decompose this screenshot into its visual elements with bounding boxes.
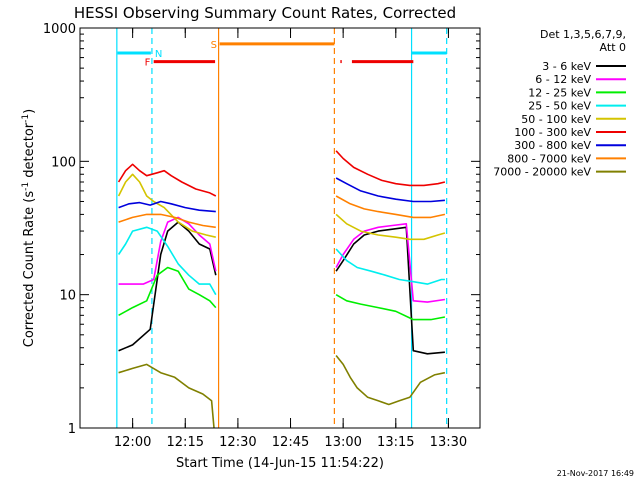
x-tick-label: 12:45 (272, 435, 309, 450)
series-line-6-12-kev (118, 216, 217, 285)
series-line-800-7000-kev (335, 195, 446, 219)
series-line-300-800-kev (118, 200, 216, 213)
flag-label-n: N (155, 49, 162, 60)
series-line-50-100-kev (335, 213, 446, 241)
legend-label-6-12-kev: 6 - 12 keV (535, 73, 591, 86)
series-line-7000-20000-kev (335, 355, 446, 406)
series-line-100-300-kev (117, 163, 217, 197)
y-tick-label: 1000 (43, 22, 76, 37)
legend-label-100-300-kev: 100 - 300 keV (514, 126, 591, 139)
legend-label-25-50-kev: 25 - 50 keV (528, 100, 591, 113)
series-line-300-800-kev (335, 177, 445, 203)
flag-label-f: F (145, 58, 151, 69)
series-line-6-12-kev (335, 223, 446, 303)
legend-header-line-2: Att 0 (600, 41, 626, 54)
y-tick-label: 10 (59, 289, 76, 304)
series-lines (117, 150, 446, 428)
series-line-7000-20000-kev (118, 363, 215, 428)
legend-label-50-100-kev: 50 - 100 keV (521, 113, 591, 126)
time-markers (116, 28, 448, 428)
flag-bars: NF S (117, 40, 447, 69)
legend-label-300-800-kev: 300 - 800 keV (514, 139, 591, 152)
series-line-25-50-kev (117, 226, 217, 296)
x-tick-label: 12:15 (167, 435, 204, 450)
x-axis: 12:00 12:15 12:30 12:45 13:00 13:15 13:30 (79, 28, 467, 450)
series-line-50-100-kev (117, 173, 216, 238)
chart-title: HESSI Observing Summary Count Rates, Cor… (74, 4, 456, 22)
series-line-25-50-kev (335, 248, 445, 285)
x-tick-label: 12:30 (219, 435, 256, 450)
series-line-3-6-kev (335, 226, 445, 355)
legend-header-line-1: Det 1,3,5,6,7,9, (540, 28, 626, 41)
y-axis-label: Corrected Count Rate (s-1 detector-1) (21, 109, 37, 347)
x-tick-label: 13:30 (430, 435, 467, 450)
footer-date: 21-Nov-2017 16:49 (557, 469, 634, 478)
legend-label-12-25-kev: 12 - 25 keV (528, 86, 591, 99)
x-tick-label: 13:00 (324, 435, 361, 450)
x-axis-label: Start Time (14-Jun-15 11:54:22) (176, 456, 384, 471)
flag-label-s: S (211, 40, 217, 51)
series-line-12-25-kev (118, 266, 217, 317)
y-axis: 1 10 100 1000 (43, 22, 480, 437)
series-line-3-6-kev (118, 221, 217, 352)
legend-label-7000-20000-kev: 7000 - 20000 keV (493, 166, 591, 179)
series-line-12-25-kev (335, 294, 446, 321)
legend-label-3-6-kev: 3 - 6 keV (542, 60, 591, 73)
y-tick-label: 1 (68, 422, 76, 437)
x-tick-label: 12:00 (114, 435, 151, 450)
series-line-100-300-kev (335, 150, 446, 187)
plot-frame (79, 27, 481, 429)
y-tick-label: 100 (51, 155, 76, 170)
legend-label-800-7000-kev: 800 - 7000 keV (507, 152, 591, 165)
series-line-800-7000-kev (118, 213, 216, 229)
x-tick-label: 13:15 (377, 435, 414, 450)
